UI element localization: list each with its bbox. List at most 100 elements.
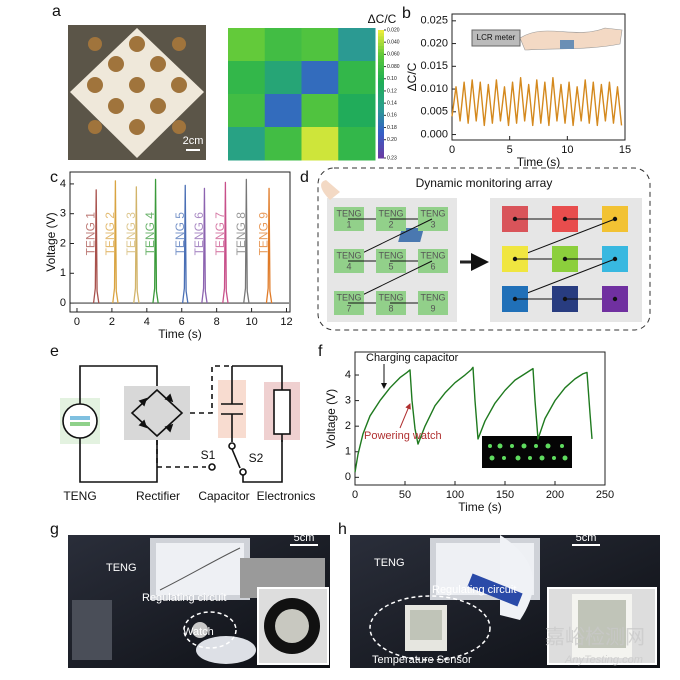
colorbar-segment [378,116,384,121]
panel-label: h [338,521,347,538]
colorbar-segment [378,33,384,37]
teng-index: 3 [430,219,435,229]
colorbar-segment [378,100,384,105]
y-tick-label: 3 [345,395,351,407]
series-label: TENG 2 [103,212,117,256]
watermark: 嘉峪检测网 [545,625,645,648]
teng-index: 4 [346,261,351,271]
annotation: Charging capacitor [366,352,459,364]
y-axis-label: Voltage (V) [324,389,338,448]
panel-label: a [52,3,61,20]
heatmap-cell [228,28,266,62]
heatmap-cell [338,94,376,128]
colorbar-segment [378,142,384,146]
colorbar-segment [378,30,384,34]
x-tick-label: 6 [179,316,185,328]
colorbar-label: 0.080 [387,64,400,70]
diagram-title: Dynamic monitoring array [416,176,553,190]
panel-label: f [318,343,323,360]
scale-bar-label: 5cm [576,532,597,544]
colorbar-segment [378,151,384,156]
panel-label: g [50,521,59,538]
watermark-url: AnyTesting.com [564,654,643,666]
colorbar-label: 0.040 [387,40,400,46]
data-line [243,178,250,304]
data-line [354,366,593,473]
series-label: TENG 4 [143,212,157,256]
x-tick-label: 2 [109,316,115,328]
colorbar-segment [378,36,384,41]
data-line [222,181,229,304]
colorbar-segment [378,113,384,117]
x-tick-label: 10 [561,144,573,156]
colorbar-segment [378,74,384,79]
panel-label: c [50,169,58,186]
photo-label: Watch [183,626,214,638]
y-axis-label: ΔC/C [405,62,419,91]
teng-node [418,291,448,315]
finger [321,180,340,200]
y-tick-label: 0.005 [420,106,448,118]
colorbar-segment [378,135,384,140]
array-dot [612,296,618,302]
scale-bar-label: 2cm [183,135,204,147]
photo-label: Temperature Sensor [372,654,472,666]
annotation: Powering watch [364,430,442,442]
annotation-arrow [399,403,411,429]
switch-label: S2 [249,451,264,465]
series-label: TENG 9 [257,212,271,256]
heatmap-cell [264,127,302,161]
x-tick-label: 100 [446,489,464,501]
teng-name: TENG [336,208,361,218]
colorbar-segment [378,46,384,50]
x-axis-label: Time (s) [458,500,502,514]
photo-label: TENG [106,562,137,574]
photo-label: Regulating circuit [432,584,516,596]
colorbar-segment [378,58,384,63]
component-label: Capacitor [198,489,249,503]
y-tick-label: 1 [60,267,66,279]
heatmap-cell [228,94,266,128]
y-tick-label: 0.025 [420,15,448,27]
data-line [112,180,119,304]
x-tick-label: 200 [546,489,564,501]
colorbar-segment [378,68,384,73]
series-label: TENG 8 [234,212,248,256]
x-tick-label: 4 [144,316,150,328]
colorbar-segment [378,55,384,60]
y-tick-label: 0.010 [420,83,448,95]
teng-name: TENG [420,208,445,218]
x-tick-label: 150 [496,489,514,501]
colorbar-segment [378,78,384,82]
x-axis-label: Time (s) [517,155,561,169]
colorbar-segment [378,94,384,98]
y-tick-label: 1 [345,446,351,458]
colorbar-segment [378,62,384,66]
inset-b [471,27,623,51]
panel-label: d [300,169,309,186]
plot-frame [354,351,606,486]
flow-arrow [516,258,616,298]
x-tick-label: 10 [245,316,257,328]
colorbar-label: 0.060 [387,52,400,58]
series-label: TENG 7 [213,212,227,256]
series-label: TENG 5 [173,212,187,256]
y-tick-label: 0 [345,471,351,483]
teng-name: TENG [378,208,403,218]
data-line [201,187,208,304]
scale-bar-label: 5cm [294,532,315,544]
y-tick-label: 0.015 [420,60,448,72]
heatmap-cell [301,127,339,161]
teng-index: 8 [388,303,393,313]
teng-node [418,207,448,231]
circuit [60,365,300,483]
x-tick-label: 250 [596,489,614,501]
colorbar-segment [378,87,384,92]
colorbar-segment [378,132,384,137]
mcu-chip [398,228,424,242]
colorbar-label: 0.12 [387,88,397,94]
colorbar-label: 0.10 [387,76,397,82]
photo-label: Regulating circuit [142,592,226,604]
y-tick-label: 0 [60,297,66,309]
